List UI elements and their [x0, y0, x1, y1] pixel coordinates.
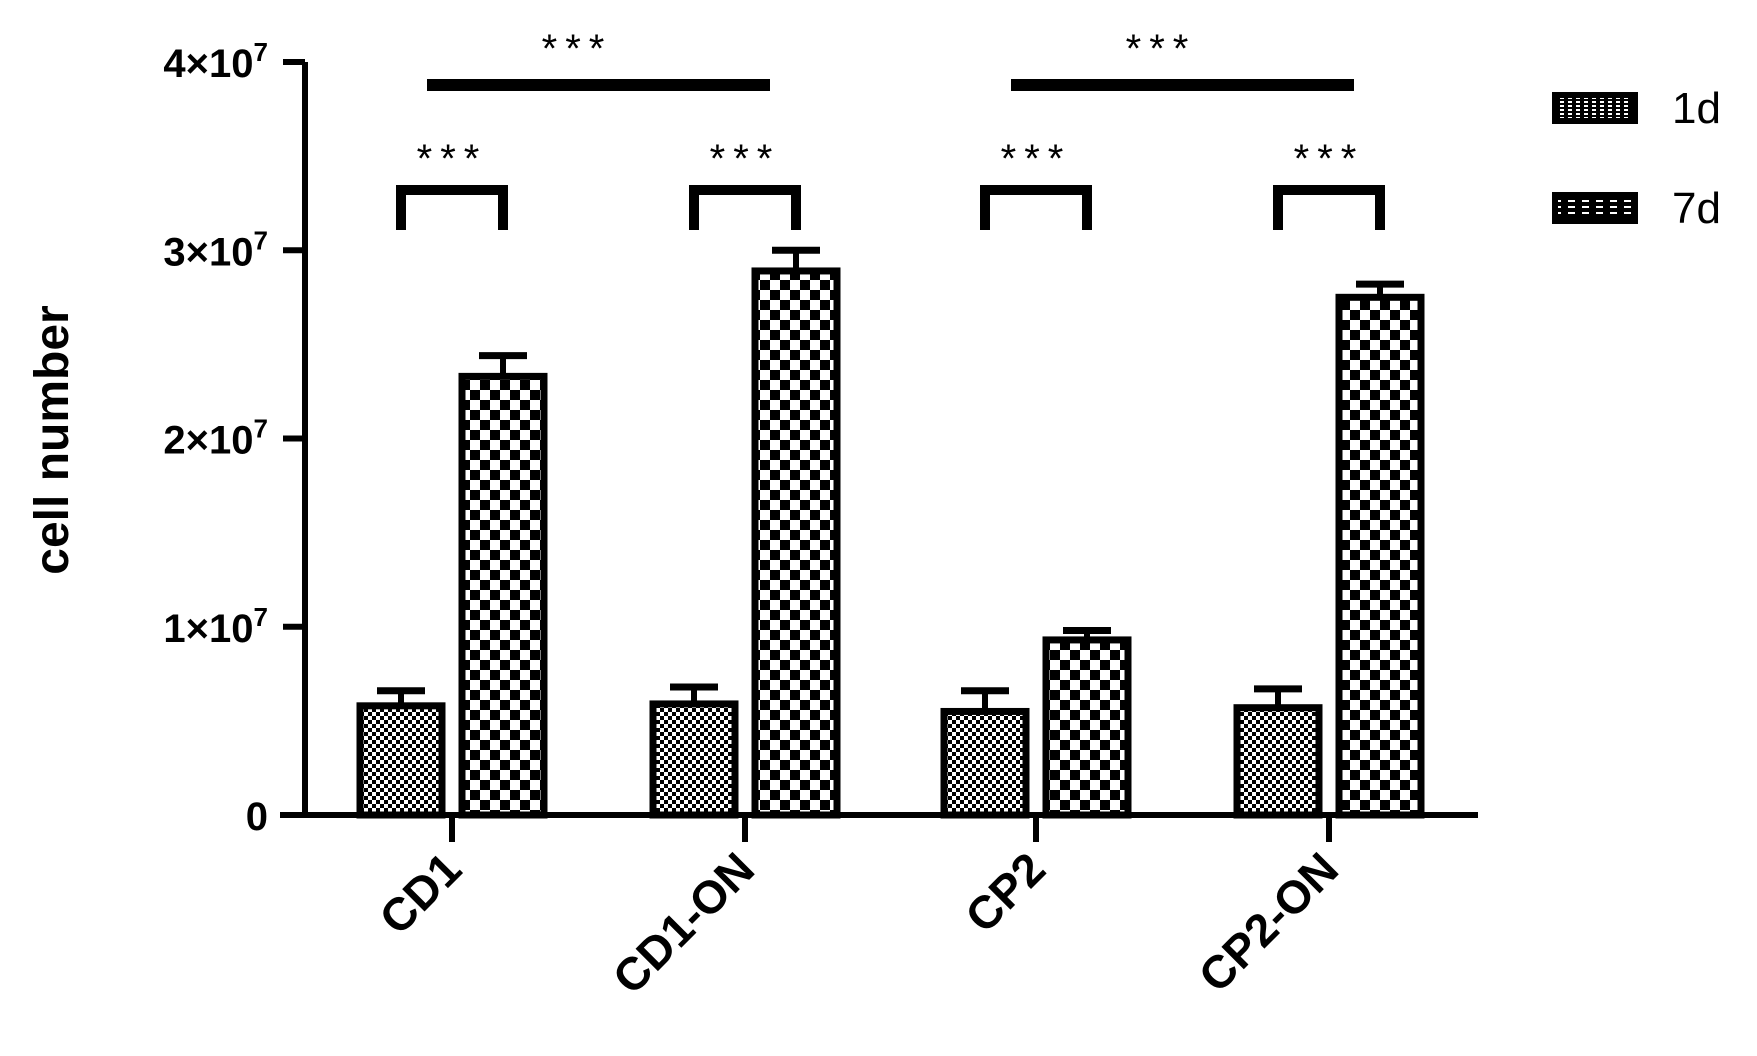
bar-7d-CP2-ON — [1335, 293, 1425, 819]
significance-label: *** — [710, 137, 781, 181]
bar-1d-CP2 — [940, 707, 1030, 819]
legend-swatch-7d — [1552, 192, 1638, 224]
y-tick-label: 0 — [246, 795, 268, 839]
y-ticks: 0 1×107 2×107 3×107 4×107 — [163, 37, 305, 839]
y-tick-label: 4×107 — [163, 37, 268, 86]
bar-1d-CD1 — [356, 702, 446, 819]
bar-7d-CD1 — [458, 372, 548, 819]
legend-swatch-1d — [1552, 92, 1638, 124]
significance-bracket — [1273, 185, 1385, 230]
bars — [356, 246, 1425, 819]
y-tick-label: 2×107 — [163, 414, 268, 463]
y-tick-label: 1×107 — [163, 602, 268, 651]
significance-label: *** — [1294, 137, 1365, 181]
significance-label: *** — [1001, 137, 1072, 181]
significance-label: *** — [1126, 27, 1197, 71]
significance-label: *** — [417, 137, 488, 181]
x-tick-label: CP2-ON — [1188, 842, 1348, 1002]
x-ticks: CD1 CD1-ON CP2 CP2-ON — [369, 815, 1348, 1004]
y-tick-label: 3×107 — [163, 225, 268, 274]
significance-bracket — [980, 185, 1092, 230]
x-tick-label: CP2 — [955, 842, 1055, 942]
significance-bracket — [396, 185, 508, 230]
legend: 1d 7d — [1552, 84, 1721, 233]
bar-1d-CP2-ON — [1233, 704, 1323, 819]
significance-bracket — [689, 185, 801, 230]
y-axis-title: cell number — [26, 305, 79, 574]
significance-label: *** — [542, 27, 613, 71]
bar-7d-CP2 — [1042, 636, 1132, 819]
legend-label: 1d — [1672, 84, 1721, 133]
x-tick-label: CD1-ON — [603, 842, 764, 1003]
bar-7d-CD1-ON — [751, 267, 841, 819]
significance-annotations: *** *** *** *** *** *** — [396, 27, 1385, 230]
bar-1d-CD1-ON — [649, 700, 739, 819]
x-tick-label: CD1 — [369, 842, 471, 944]
legend-label: 7d — [1672, 184, 1721, 233]
